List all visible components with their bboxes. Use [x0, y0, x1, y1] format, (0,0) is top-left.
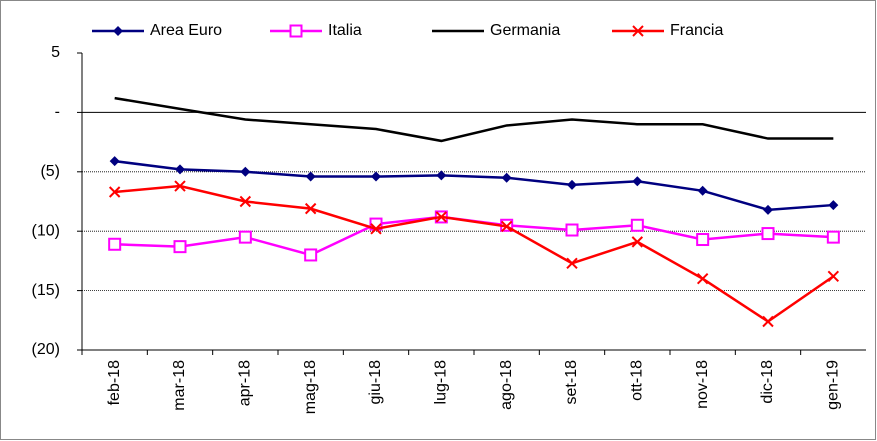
marker	[632, 25, 644, 37]
marker	[289, 24, 303, 38]
marker	[828, 200, 839, 211]
marker	[435, 211, 448, 223]
marker	[113, 26, 123, 36]
y-tick-label: 5	[51, 44, 60, 61]
x-tick-label: gen-19	[825, 360, 842, 410]
x-tick-label: ago-18	[498, 360, 515, 410]
marker	[631, 236, 644, 248]
x-tick-label: feb-18	[106, 360, 123, 405]
marker	[565, 223, 579, 237]
x-tick-label: nov-18	[694, 360, 711, 409]
marker	[370, 223, 382, 235]
marker	[500, 220, 513, 233]
marker	[436, 170, 447, 181]
marker	[174, 180, 186, 192]
y-tick-label: (10)	[32, 222, 60, 239]
y-tick-label: -	[55, 104, 60, 121]
marker	[240, 166, 251, 177]
marker	[630, 218, 644, 232]
y-tick-label: (5)	[40, 163, 60, 180]
marker	[108, 186, 121, 198]
x-tick-label: giu-18	[367, 360, 384, 405]
marker	[696, 273, 709, 285]
marker	[371, 171, 381, 182]
x-tick-label: apr-18	[237, 360, 254, 406]
series-line	[114, 159, 834, 212]
marker	[109, 156, 120, 167]
legend-label: Area Euro	[150, 22, 222, 39]
x-tick-label: set-18	[563, 360, 580, 405]
x-tick-label: dic-18	[759, 360, 776, 404]
marker	[173, 240, 187, 254]
x-tick-label: mar-18	[171, 360, 188, 411]
marker	[304, 248, 318, 262]
x-tick-label: lug-18	[433, 360, 450, 405]
marker	[827, 270, 840, 283]
marker	[304, 202, 317, 215]
marker	[566, 257, 578, 269]
marker	[108, 237, 122, 251]
marker	[763, 204, 773, 215]
y-tick-label: (15)	[32, 282, 60, 299]
marker	[826, 230, 840, 244]
marker	[696, 233, 710, 247]
marker	[761, 227, 775, 241]
series-line	[114, 96, 834, 143]
marker	[632, 176, 643, 187]
x-tick-label: ott-18	[629, 360, 646, 401]
marker	[501, 172, 512, 183]
series-line	[114, 184, 835, 323]
marker	[238, 230, 252, 244]
y-tick-label: (20)	[32, 341, 60, 358]
marker	[762, 315, 774, 328]
marker	[567, 179, 577, 190]
marker	[239, 195, 252, 208]
marker	[305, 171, 316, 182]
legend-label: Francia	[670, 22, 723, 39]
legend-label: Italia	[328, 22, 362, 39]
marker	[697, 185, 708, 196]
marker	[175, 164, 185, 175]
legend-label: Germania	[490, 22, 560, 39]
x-tick-label: mag-18	[302, 360, 319, 414]
